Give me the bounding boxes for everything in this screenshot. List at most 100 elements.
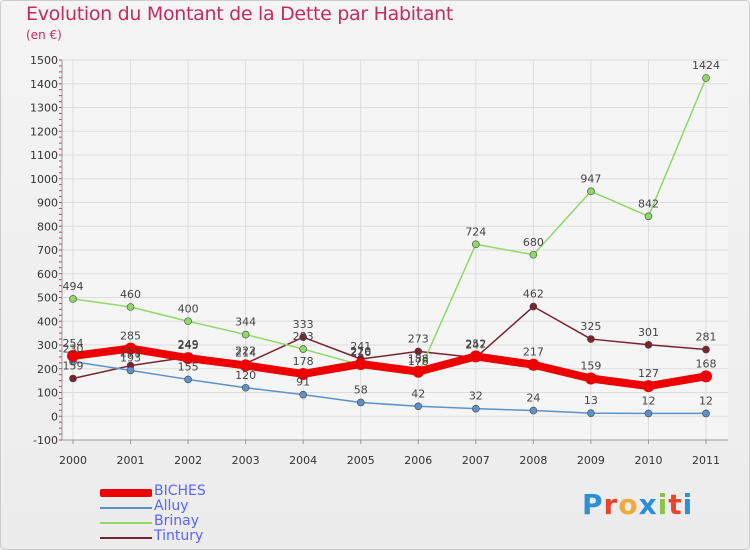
data-point-tintury [69, 374, 77, 383]
data-point-alluy [644, 409, 653, 418]
y-tick-label: 0 [51, 410, 58, 423]
legend-label-tintury: Tintury [154, 528, 204, 544]
data-point-alluy [529, 406, 538, 415]
data-label-alluy: 12 [641, 394, 655, 407]
data-label-alluy: 58 [354, 383, 368, 396]
data-label-tintury: 159 [63, 359, 84, 372]
data-label-tintury: 249 [178, 338, 199, 351]
data-label-alluy: 193 [120, 351, 141, 364]
data-label-alluy: 120 [235, 369, 256, 382]
data-point-tintury [299, 333, 307, 341]
data-point-alluy [587, 409, 595, 417]
logo-letter: x [638, 488, 658, 521]
data-label-alluy: 91 [296, 376, 310, 389]
data-label-alluy: 155 [178, 360, 199, 373]
data-label-tintury: 213 [120, 347, 141, 360]
data-label-biches: 217 [523, 346, 544, 359]
chart-legend: BICHES Alluy Brinay Tintury [100, 483, 300, 546]
data-point-brinay [241, 330, 250, 339]
x-tick-label: 2001 [117, 454, 145, 467]
y-tick-label: 500 [37, 292, 58, 305]
legend-label-biches: BICHES [154, 483, 206, 499]
chart-subtitle: (en €) [26, 28, 62, 42]
data-label-biches: 220 [350, 345, 371, 358]
legend-item-tintury: Tintury [100, 528, 300, 546]
x-tick-label: 2007 [462, 454, 490, 467]
data-label-biches: 168 [696, 357, 717, 370]
data-point-alluy [702, 409, 710, 418]
legend-item-brinay: Brinay [100, 513, 300, 531]
data-point-alluy [184, 375, 192, 384]
data-point-brinay [472, 240, 480, 249]
data-point-brinay [184, 317, 192, 326]
logo-letter: r [603, 488, 619, 521]
y-tick-label: 1100 [30, 149, 58, 162]
logo-letter: P [582, 488, 604, 521]
data-label-brinay: 216 [350, 346, 371, 359]
y-tick-label: 300 [37, 339, 58, 352]
y-tick-label: 200 [37, 363, 58, 376]
x-tick-label: 2003 [232, 454, 260, 467]
data-label-brinay: 460 [120, 288, 141, 301]
data-label-tintury: 247 [465, 339, 486, 352]
y-tick-label: 900 [37, 197, 58, 210]
data-label-tintury: 333 [293, 318, 314, 331]
data-label-tintury: 222 [235, 345, 256, 358]
data-point-biches [700, 370, 712, 383]
data-point-alluy [241, 383, 250, 392]
data-label-alluy: 13 [584, 394, 598, 407]
data-point-biches [584, 372, 597, 385]
data-point-biches [527, 358, 540, 371]
y-tick-label: 700 [37, 244, 58, 257]
logo-letter: o [618, 488, 639, 521]
data-label-alluy: 24 [526, 392, 540, 405]
data-label-brinay: 842 [638, 197, 659, 210]
data-label-biches: 159 [580, 359, 601, 372]
data-point-tintury [529, 302, 538, 311]
data-label-biches: 252 [465, 337, 486, 350]
data-label-brinay: 680 [523, 236, 544, 249]
series-line-biches [69, 344, 710, 391]
data-label-tintury: 301 [638, 326, 659, 339]
data-label-alluy: 230 [63, 343, 84, 356]
data-label-biches: 178 [293, 355, 314, 368]
data-point-biches [239, 359, 252, 372]
x-tick-label: 2000 [59, 454, 87, 467]
x-tick-label: 2011 [692, 454, 720, 467]
proxiti-logo: Proxiti [582, 488, 693, 521]
legend-swatch-alluy [100, 507, 152, 509]
legend-swatch-biches [100, 489, 152, 497]
legend-item-biches: BICHES [100, 483, 300, 501]
y-tick-label: 1000 [30, 173, 58, 186]
x-tick-label: 2009 [577, 454, 605, 467]
data-point-alluy [414, 402, 423, 411]
data-label-brinay: 400 [178, 302, 199, 315]
data-point-tintury [644, 340, 653, 349]
data-point-tintury [414, 347, 423, 356]
data-label-biches: 285 [120, 330, 141, 343]
legend-label-alluy: Alluy [154, 498, 189, 514]
y-tick-label: 1400 [30, 78, 58, 91]
data-point-biches [124, 342, 137, 355]
data-point-brinay [702, 74, 710, 82]
y-tick-label: 1500 [30, 54, 58, 67]
y-tick-label: 1200 [30, 125, 58, 138]
data-point-alluy [299, 390, 307, 399]
y-tick-label: -100 [33, 434, 58, 447]
logo-letter: t [668, 488, 683, 521]
x-tick-label: 2002 [174, 454, 202, 467]
data-label-tintury: 325 [580, 320, 601, 333]
legend-item-alluy: Alluy [100, 498, 300, 516]
data-label-brinay: 1424 [692, 59, 720, 72]
data-point-brinay [299, 345, 307, 353]
data-point-brinay [529, 250, 538, 259]
data-point-biches [354, 358, 367, 370]
series-line-alluy [72, 360, 707, 415]
data-label-alluy: 42 [411, 387, 425, 400]
data-label-biches: 188 [408, 353, 429, 366]
data-label-brinay: 178 [408, 355, 429, 368]
logo-letter: i [657, 488, 669, 521]
data-point-biches [412, 365, 425, 378]
data-point-tintury [702, 345, 710, 354]
